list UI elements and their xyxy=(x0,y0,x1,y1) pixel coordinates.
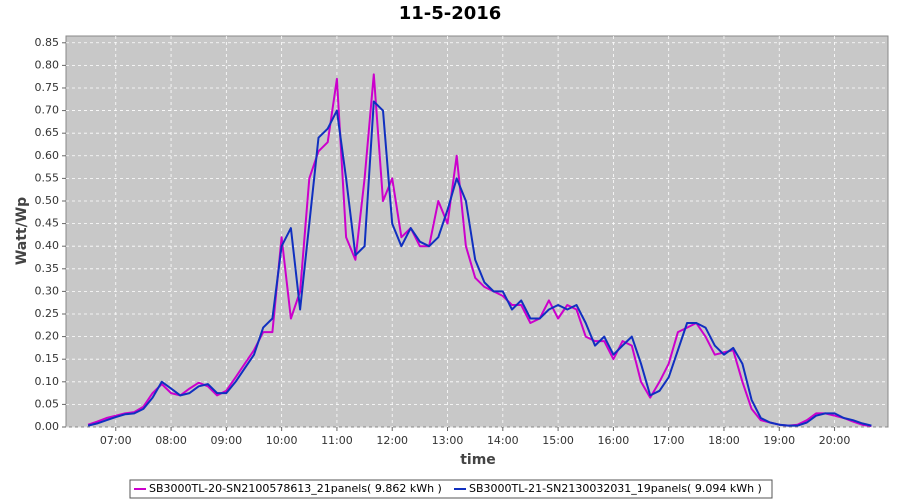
y-tick-label: 0.25 xyxy=(35,307,60,320)
y-tick-label: 0.00 xyxy=(35,420,60,433)
legend-label: SB3000TL-20-SN2100578613_21panels( 9.862… xyxy=(149,482,442,495)
y-tick-label: 0.85 xyxy=(35,36,60,49)
y-tick-label: 0.55 xyxy=(35,171,60,184)
series-line xyxy=(87,100,872,427)
x-tick-label: 15:00 xyxy=(542,434,574,447)
x-tick-label: 07:00 xyxy=(100,434,132,447)
y-tick-label: 0.35 xyxy=(35,262,60,275)
y-tick-label: 0.60 xyxy=(35,149,60,162)
y-tick-label: 0.30 xyxy=(35,284,60,297)
x-tick-label: 18:00 xyxy=(708,434,740,447)
plot-area xyxy=(65,35,889,428)
legend xyxy=(129,479,773,499)
y-axis-label: Watt/Wp xyxy=(14,197,30,265)
x-tick-label: 16:00 xyxy=(598,434,630,447)
x-tick-label: 11:00 xyxy=(321,434,353,447)
x-tick-label: 12:00 xyxy=(376,434,408,447)
x-tick-label: 14:00 xyxy=(487,434,519,447)
y-tick-label: 0.40 xyxy=(35,239,60,252)
x-tick-label: 20:00 xyxy=(819,434,851,447)
x-tick-label: 19:00 xyxy=(763,434,795,447)
x-tick-label: 09:00 xyxy=(210,434,242,447)
x-tick-label: 08:00 xyxy=(155,434,187,447)
series-line xyxy=(87,73,872,428)
y-tick-label: 0.10 xyxy=(35,375,60,388)
y-tick-label: 0.80 xyxy=(35,58,60,71)
y-tick-label: 0.15 xyxy=(35,352,60,365)
chart-title: 11-5-2016 xyxy=(399,3,502,24)
x-tick-label: 13:00 xyxy=(432,434,464,447)
y-tick-label: 0.70 xyxy=(35,104,60,117)
x-tick-label: 10:00 xyxy=(266,434,298,447)
y-tick-label: 0.45 xyxy=(35,217,60,230)
y-tick-label: 0.05 xyxy=(35,397,60,410)
y-tick-label: 0.50 xyxy=(35,194,60,207)
y-tick-label: 0.75 xyxy=(35,81,60,94)
legend-label: SB3000TL-21-SN2130032031_19panels( 9.094… xyxy=(469,482,762,495)
x-tick-label: 17:00 xyxy=(653,434,685,447)
y-tick-label: 0.65 xyxy=(35,126,60,139)
x-axis-label: time xyxy=(460,452,496,468)
y-tick-label: 0.20 xyxy=(35,330,60,343)
